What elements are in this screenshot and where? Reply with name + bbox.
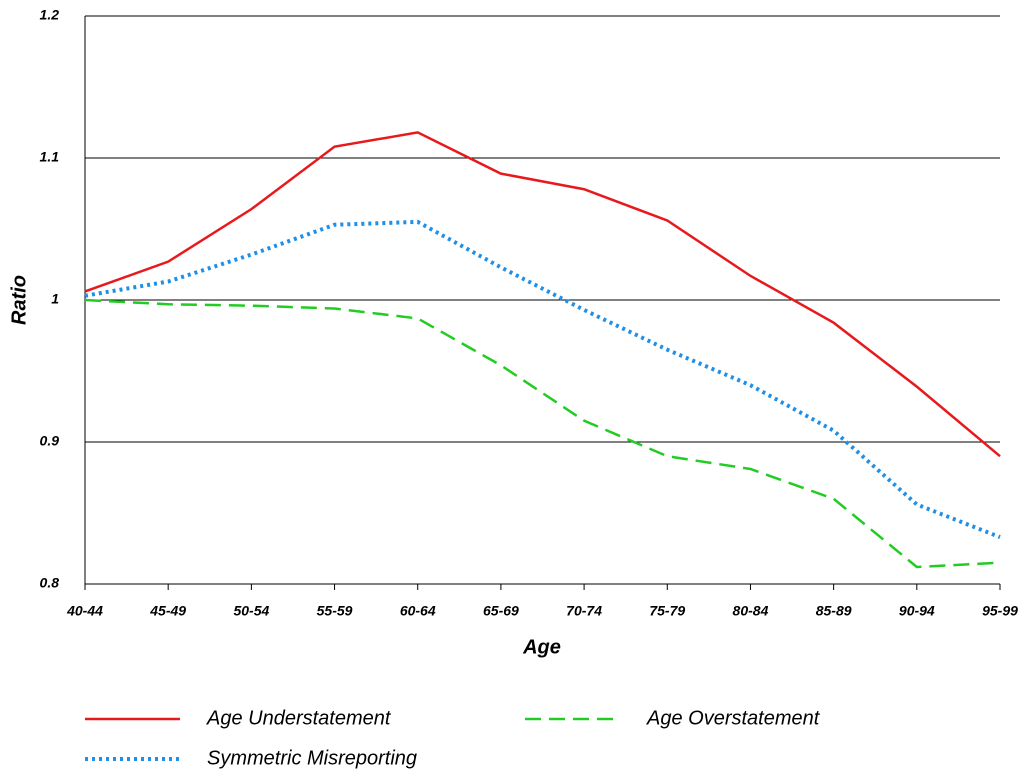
y-tick-label: 0.9 xyxy=(40,433,60,449)
x-tick-label: 90-94 xyxy=(899,603,935,619)
y-tick-label: 1.1 xyxy=(40,149,60,165)
series-line xyxy=(84,219,1001,540)
y-tick-label: 1.2 xyxy=(40,7,60,23)
x-tick-label: 75-79 xyxy=(649,603,685,619)
x-tick-label: 65-69 xyxy=(483,603,519,619)
y-tick-label: 1 xyxy=(51,291,59,307)
legend-label: Age Overstatement xyxy=(646,707,821,729)
x-tick-label: 60-64 xyxy=(400,603,436,619)
series-line xyxy=(84,131,1001,458)
x-tick-label: 50-54 xyxy=(233,603,269,619)
x-axis-title: Age xyxy=(522,636,561,658)
legend-label: Age Understatement xyxy=(206,707,392,729)
legend-label: Symmetric Misreporting xyxy=(207,747,417,769)
y-tick-label: 0.8 xyxy=(40,575,60,591)
x-tick-label: 80-84 xyxy=(733,603,769,619)
series-line xyxy=(84,298,1001,569)
y-axis-title: Ratio xyxy=(8,275,30,325)
x-tick-label: 70-74 xyxy=(566,603,602,619)
x-tick-label: 85-89 xyxy=(816,603,852,619)
x-tick-label: 40-44 xyxy=(66,603,103,619)
x-tick-label: 55-59 xyxy=(317,603,353,619)
x-tick-label: 45-49 xyxy=(149,603,186,619)
x-tick-label: 95-99 xyxy=(982,603,1018,619)
